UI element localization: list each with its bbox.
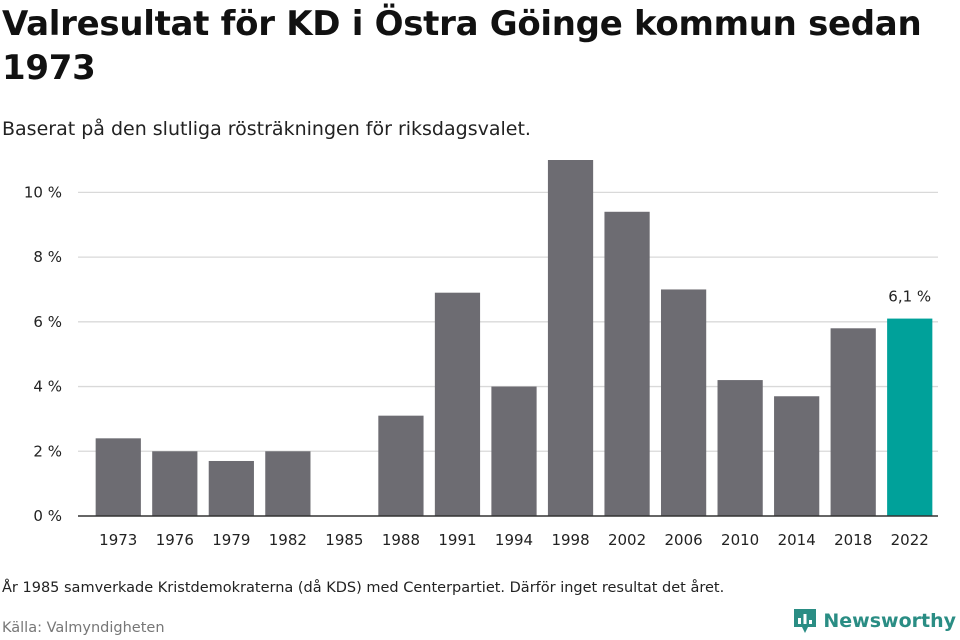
y-tick-label: 2 % [33, 442, 62, 460]
x-tick-label: 2002 [608, 531, 646, 549]
x-tick-label: 1998 [551, 531, 589, 549]
x-tick-label: 1979 [212, 531, 250, 549]
brand-logo: Newsworthy [793, 608, 956, 634]
bar-1976 [152, 451, 198, 516]
bar-2014 [774, 396, 820, 516]
source-credit: Källa: Valmyndigheten [2, 620, 165, 636]
chart-subtitle: Baserat på den slutliga rösträkningen fö… [2, 118, 531, 140]
x-tick-label: 1982 [269, 531, 307, 549]
bar-chart: 0 % 2 % 4 % 6 % 8 % 10 % 1973 1976 1979 1982 1985… [24, 160, 938, 549]
y-axis-ticks: 0 % 2 % 4 % 6 % 8 % 10 % [24, 183, 62, 525]
x-tick-label: 2006 [665, 531, 703, 549]
bar-1979 [208, 460, 254, 516]
x-tick-label: 1994 [495, 531, 533, 549]
bar-2002 [604, 211, 650, 517]
footnote: År 1985 samverkade Kristdemokraterna (då… [2, 580, 725, 596]
data-labels: 6,1 % [888, 288, 931, 306]
bars [95, 160, 933, 517]
y-tick-label: 6 % [33, 313, 62, 331]
y-tick-label: 10 % [24, 183, 62, 201]
bar-1998 [547, 160, 594, 516]
x-tick-label: 1991 [438, 531, 476, 549]
bar-2010 [717, 380, 763, 516]
bar-1988 [378, 415, 424, 516]
x-axis-ticks: 1973 1976 1979 1982 1985 1988 1991 1994 1998 2002… [99, 531, 929, 549]
y-tick-label: 0 % [33, 507, 62, 525]
bar-2018 [830, 328, 876, 516]
bar-1991 [434, 292, 481, 516]
x-tick-label: 2010 [721, 531, 759, 549]
y-tick-label: 4 % [33, 378, 62, 396]
data-label-2022: 6,1 % [888, 288, 931, 306]
x-tick-label: 2014 [778, 531, 816, 549]
x-tick-label: 2018 [834, 531, 872, 549]
chart-title: Valresultat för KD i Östra Göinge kommun… [2, 4, 922, 88]
x-tick-label: 1985 [325, 531, 363, 549]
x-tick-label: 1973 [99, 531, 137, 549]
bar-2006 [660, 289, 707, 516]
newsworthy-logo-icon [794, 609, 817, 633]
bar-1982 [265, 451, 311, 516]
brand-name: Newsworthy [823, 610, 956, 632]
bar-1994 [491, 386, 537, 516]
x-tick-label: 1988 [382, 531, 420, 549]
x-tick-label: 2022 [891, 531, 929, 549]
bar-2022 [887, 318, 933, 516]
y-tick-label: 8 % [33, 248, 62, 266]
x-tick-label: 1976 [156, 531, 194, 549]
bar-1973 [95, 438, 141, 516]
